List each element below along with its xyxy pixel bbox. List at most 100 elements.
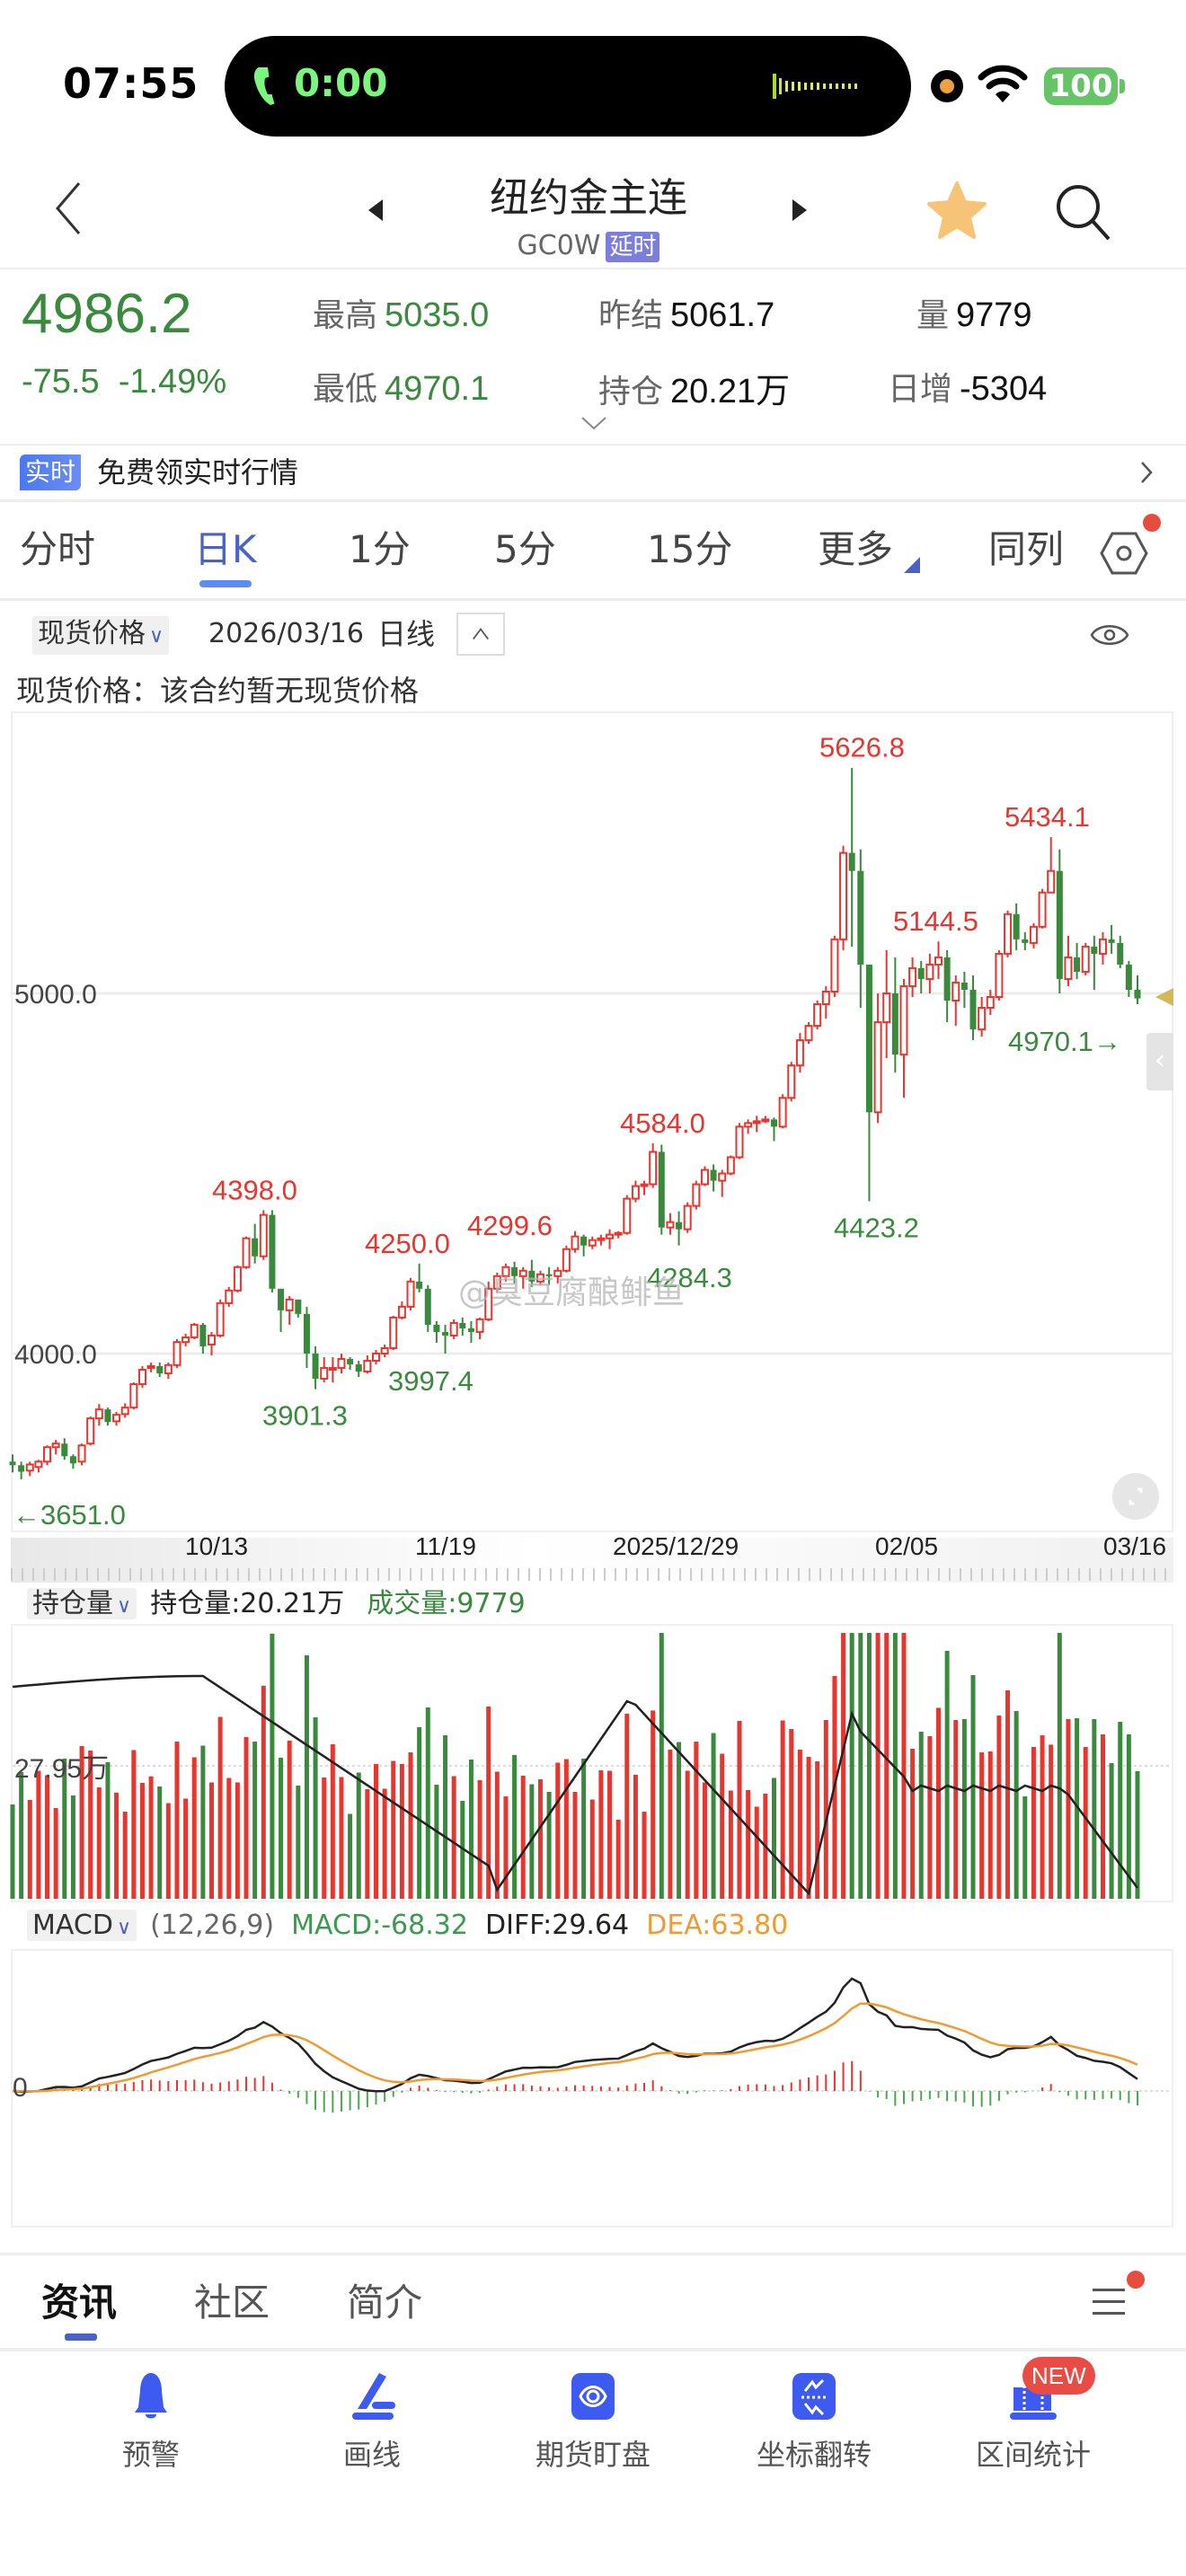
diff-value: DIFF:29.64 bbox=[485, 1910, 630, 1941]
notification-dot bbox=[1143, 514, 1161, 532]
open-interest-reading: 持仓量:20.21万 bbox=[150, 1588, 345, 1619]
divider bbox=[0, 2253, 1186, 2255]
toolbar-draw-line[interactable]: 画线 bbox=[300, 2371, 444, 2474]
toolbar-range-stats[interactable]: 区间统计 bbox=[961, 2371, 1105, 2474]
svg-text:5000.0: 5000.0 bbox=[14, 980, 97, 1010]
back-chevron-icon[interactable] bbox=[52, 180, 84, 237]
low-label: 最低 bbox=[313, 371, 378, 408]
low-stat: 最低 4970.1 bbox=[313, 363, 489, 410]
draw-line-icon bbox=[352, 2373, 395, 2420]
tab-profile[interactable]: 简介 bbox=[347, 2280, 423, 2325]
svg-text:4000.0: 4000.0 bbox=[14, 1340, 97, 1370]
tab-more[interactable]: 更多 bbox=[818, 527, 894, 571]
fullscreen-icon[interactable] bbox=[1112, 1473, 1159, 1520]
macd-header: MACD ∨ (12,26,9) MACD:-68.32 DIFF:29.64 D… bbox=[27, 1908, 788, 1947]
macd-zero-label: 0 bbox=[13, 2073, 28, 2103]
chart-date: 2026/03/16 bbox=[208, 618, 364, 649]
toolbar-flip-axis[interactable]: 坐标翻转 bbox=[742, 2371, 886, 2474]
tab-compare[interactable]: 同列 bbox=[988, 527, 1065, 571]
macd-select[interactable]: MACD ∨ bbox=[27, 1910, 137, 1941]
date-tick: 03/16 bbox=[1103, 1532, 1167, 1560]
search-icon[interactable] bbox=[1051, 180, 1114, 243]
volume-reading: 成交量:9779 bbox=[367, 1588, 526, 1619]
change-amount: -75.5 bbox=[22, 363, 100, 401]
next-contract-icon[interactable] bbox=[792, 199, 807, 221]
more-dropdown-icon bbox=[904, 557, 920, 573]
candlestick-chart[interactable] bbox=[11, 711, 1173, 1532]
battery-indicator: 100 bbox=[1044, 67, 1118, 105]
volume-panel[interactable] bbox=[11, 1624, 1173, 1902]
watch-eye-icon bbox=[571, 2373, 615, 2420]
daily-increase-label: 日增 bbox=[888, 371, 953, 408]
toolbar-watch[interactable]: 期货盯盘 bbox=[521, 2371, 665, 2474]
macd-params: (12,26,9) bbox=[150, 1910, 275, 1941]
realtime-promo-link[interactable]: 免费领实时行情 bbox=[97, 455, 299, 490]
tab-15min[interactable]: 15分 bbox=[647, 527, 733, 571]
new-badge: NEW bbox=[1022, 2357, 1095, 2395]
svg-text:3901.3: 3901.3 bbox=[262, 1400, 348, 1432]
svg-text:←3651.0: ←3651.0 bbox=[13, 1499, 126, 1531]
battery-tip bbox=[1120, 79, 1125, 93]
menu-icon[interactable] bbox=[1091, 2281, 1127, 2321]
svg-text:3997.4: 3997.4 bbox=[388, 1365, 474, 1397]
macd-panel[interactable] bbox=[11, 1949, 1173, 2228]
toolbar-label: 预警 bbox=[121, 2438, 180, 2472]
high-value: 5035.0 bbox=[385, 296, 490, 334]
collapse-chevron-up-icon[interactable] bbox=[456, 613, 505, 656]
volume-select-label: 持仓量 bbox=[32, 1588, 113, 1619]
notification-dot bbox=[1127, 2271, 1145, 2289]
tab-news[interactable]: 资讯 bbox=[41, 2280, 118, 2325]
page-title: 纽约金主连 bbox=[490, 175, 687, 221]
toolbar-alert[interactable]: 预警 bbox=[79, 2371, 223, 2474]
svg-text:4584.0: 4584.0 bbox=[620, 1107, 705, 1139]
side-panel-toggle[interactable]: ‹ bbox=[1146, 1033, 1173, 1090]
active-tab-indicator bbox=[65, 2333, 97, 2341]
recording-indicator-icon bbox=[931, 70, 963, 102]
tab-community[interactable]: 社区 bbox=[194, 2280, 270, 2325]
toolbar-label: 坐标翻转 bbox=[756, 2438, 872, 2472]
chevron-right-icon[interactable] bbox=[1139, 460, 1154, 485]
date-tick: 02/05 bbox=[875, 1532, 939, 1560]
chevron-down-icon: ∨ bbox=[116, 1917, 132, 1939]
macd-select-label: MACD bbox=[32, 1910, 113, 1941]
chart-settings-icon[interactable] bbox=[1098, 528, 1150, 578]
tab-daily-k[interactable]: 日K bbox=[194, 527, 257, 571]
bell-icon bbox=[135, 2373, 167, 2419]
svg-text:4250.0: 4250.0 bbox=[365, 1228, 450, 1259]
svg-text:5144.5: 5144.5 bbox=[893, 905, 978, 937]
high-label: 最高 bbox=[313, 297, 378, 334]
tab-5min[interactable]: 5分 bbox=[494, 527, 556, 571]
volume-label: 量 bbox=[916, 297, 950, 334]
tab-intraday[interactable]: 分时 bbox=[20, 527, 96, 571]
date-axis-ticks bbox=[11, 1568, 1173, 1581]
visibility-eye-icon[interactable] bbox=[1089, 620, 1130, 650]
prev-settle-label: 昨结 bbox=[598, 297, 664, 334]
previous-contract-icon[interactable] bbox=[368, 199, 383, 221]
active-tab-indicator bbox=[199, 580, 252, 587]
wifi-icon bbox=[978, 65, 1028, 102]
volume-indicator-select[interactable]: 持仓量 ∨ bbox=[27, 1588, 137, 1619]
spot-price-note: 现货价格：该合约暂无现货价格 bbox=[16, 674, 420, 708]
svg-text:4299.6: 4299.6 bbox=[467, 1210, 553, 1241]
date-tick: 2025/12/29 bbox=[613, 1532, 739, 1560]
price-change: -75.5 -1.49% bbox=[22, 363, 226, 401]
last-price: 4986.2 bbox=[22, 283, 192, 345]
volume-axis-label: 27.95万 bbox=[14, 1754, 110, 1784]
expand-chevron-icon[interactable] bbox=[580, 415, 607, 431]
toolbar-label: 画线 bbox=[342, 2438, 401, 2472]
dynamic-island[interactable] bbox=[225, 36, 911, 137]
chevron-down-icon: ∨ bbox=[117, 1595, 132, 1618]
open-interest-stat: 持仓 20.21万 bbox=[598, 363, 790, 412]
tab-1min[interactable]: 1分 bbox=[349, 527, 411, 571]
watermark: @臭豆腐酿鲱鱼 bbox=[458, 1275, 686, 1311]
svg-text:5626.8: 5626.8 bbox=[819, 732, 905, 763]
realtime-badge: 实时 bbox=[20, 454, 82, 490]
volume-value: 9779 bbox=[956, 296, 1032, 334]
chart-period: 日线 bbox=[377, 617, 436, 651]
favorite-star-icon[interactable] bbox=[925, 180, 988, 243]
overlay-select[interactable]: 现货价格 ∨ bbox=[32, 616, 170, 655]
status-time: 07:55 bbox=[63, 59, 199, 108]
daily-increase-stat: 日增 -5304 bbox=[888, 363, 1047, 410]
delay-badge: 延时 bbox=[606, 232, 660, 262]
low-value: 4970.1 bbox=[385, 370, 490, 408]
